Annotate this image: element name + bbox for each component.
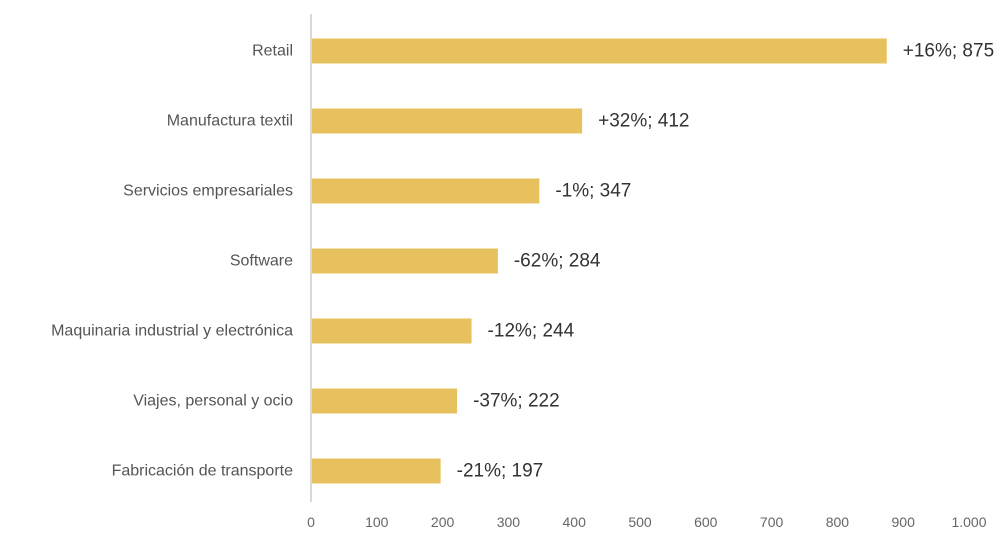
x-tick-label-2: 200: [431, 514, 455, 530]
category-label-2: Servicios empresariales: [123, 183, 293, 200]
bar-1: [311, 108, 583, 134]
data-label-3: -62%; 284: [514, 251, 601, 272]
category-label-3: Software: [230, 253, 293, 270]
x-tick-label-0: 0: [307, 514, 315, 530]
bar-3: [311, 248, 498, 274]
category-label-0: Retail: [252, 43, 293, 60]
data-label-2: -1%; 347: [555, 181, 631, 202]
x-tick-label-8: 800: [826, 514, 850, 530]
category-label-1: Manufactura textil: [167, 113, 293, 130]
x-tick-label-1: 100: [365, 514, 389, 530]
bar-6: [311, 458, 441, 484]
x-tick-label-10: 1.000: [951, 514, 986, 530]
x-tick-label-7: 700: [760, 514, 784, 530]
x-tick-label-9: 900: [892, 514, 916, 530]
x-axis-ticks: 0 100 200 300 400 500 600 700 800 900 1.000: [307, 514, 987, 530]
data-label-1: +32%; 412: [598, 111, 689, 132]
category-label-4: Maquinaria industrial y electrónica: [51, 323, 293, 340]
x-tick-label-3: 300: [497, 514, 521, 530]
bars-layer: [311, 38, 887, 484]
bar-5: [311, 388, 458, 414]
bar-4: [311, 318, 472, 344]
data-label-5: -37%; 222: [473, 391, 560, 412]
category-label-6: Fabricación de transporte: [112, 463, 294, 480]
data-label-4: -12%; 244: [488, 321, 575, 342]
x-tick-label-4: 400: [563, 514, 587, 530]
x-tick-label-6: 600: [694, 514, 718, 530]
x-tick-label-5: 500: [628, 514, 652, 530]
bar-0: [311, 38, 887, 64]
data-label-6: -21%; 197: [457, 461, 544, 482]
category-labels: Retail Manufactura textil Servicios empres…: [51, 43, 293, 480]
bar-2: [311, 178, 540, 204]
category-label-5: Viajes, personal y ocio: [133, 393, 293, 410]
data-label-0: +16%; 875: [903, 41, 994, 62]
data-labels: +16%; 875 +32%; 412 -1%; 347 -62%; 284 -12%;…: [457, 41, 995, 482]
